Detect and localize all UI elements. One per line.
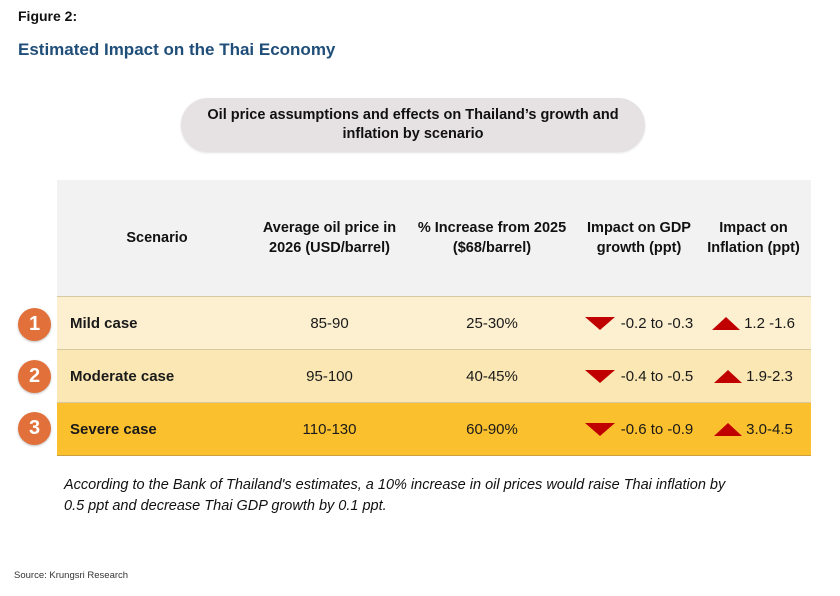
footnote: According to the Bank of Thailand's esti… <box>64 477 726 514</box>
gdp-impact-cell: -0.6 to -0.9 <box>582 421 696 438</box>
scenario-name: Moderate case <box>70 367 175 385</box>
inflation-impact-cell: 1.9-2.3 <box>696 368 811 385</box>
figure-title: Estimated Impact on the Thai Economy <box>18 40 336 59</box>
table-row-moderate: Moderate case 95-100 40-45% -0.4 to -0.5… <box>57 350 811 403</box>
oil-price-value: 95-100 <box>306 367 353 385</box>
scenario-name: Mild case <box>70 314 138 332</box>
source-note: Source: Krungsri Research <box>14 570 129 581</box>
increase-value: 60-90% <box>466 420 518 438</box>
inflation-impact-value: 1.9-2.3 <box>746 367 793 385</box>
down-arrow-icon <box>584 369 615 383</box>
increase-value: 40-45% <box>466 367 518 385</box>
inflation-impact-cell: 3.0-4.5 <box>696 421 811 438</box>
scenario-name: Severe case <box>70 420 157 438</box>
header-scenario: Scenario <box>126 230 188 246</box>
gdp-impact-cell: -0.4 to -0.5 <box>582 368 696 385</box>
header-gdp-impact: Impact on GDP growth (ppt) <box>587 220 691 256</box>
header-increase: % Increase from 2025 ($68/barrel) <box>417 220 567 256</box>
header-oil-price: Average oil price in 2026 (USD/barrel) <box>262 220 397 256</box>
increase-value: 25-30% <box>466 314 518 332</box>
up-arrow-icon <box>714 369 743 383</box>
table-header: Scenario Average oil price in 2026 (USD/… <box>57 180 811 297</box>
table-row-mild: Mild case 85-90 25-30% -0.2 to -0.3 1.2 … <box>57 297 811 350</box>
down-arrow-icon <box>584 316 615 330</box>
scenario-number-badge: 1 <box>18 308 51 341</box>
inflation-impact-value: 1.2 -1.6 <box>744 314 795 332</box>
figure-label: Figure 2: <box>18 8 78 24</box>
down-arrow-icon <box>584 422 615 436</box>
gdp-impact-value: -0.6 to -0.9 <box>620 420 694 438</box>
inflation-impact-cell: 1.2 -1.6 <box>696 315 811 332</box>
gdp-impact-value: -0.2 to -0.3 <box>620 314 694 332</box>
scenario-table: Scenario Average oil price in 2026 (USD/… <box>57 180 811 456</box>
inflation-impact-value: 3.0-4.5 <box>746 420 793 438</box>
subtitle-banner: Oil price assumptions and effects on Tha… <box>181 98 645 152</box>
oil-price-value: 85-90 <box>310 314 349 332</box>
up-arrow-icon <box>712 316 741 330</box>
subtitle-text: Oil price assumptions and effects on Tha… <box>207 107 619 142</box>
scenario-number-badge: 3 <box>18 412 51 445</box>
up-arrow-icon <box>714 422 743 436</box>
scenario-number-badge: 2 <box>18 360 51 393</box>
oil-price-value: 110-130 <box>302 420 357 438</box>
gdp-impact-cell: -0.2 to -0.3 <box>582 315 696 332</box>
header-inflation-impact: Impact on Inflation (ppt) <box>707 220 800 256</box>
gdp-impact-value: -0.4 to -0.5 <box>620 367 694 385</box>
table-row-severe: Severe case 110-130 60-90% -0.6 to -0.9 … <box>57 403 811 456</box>
